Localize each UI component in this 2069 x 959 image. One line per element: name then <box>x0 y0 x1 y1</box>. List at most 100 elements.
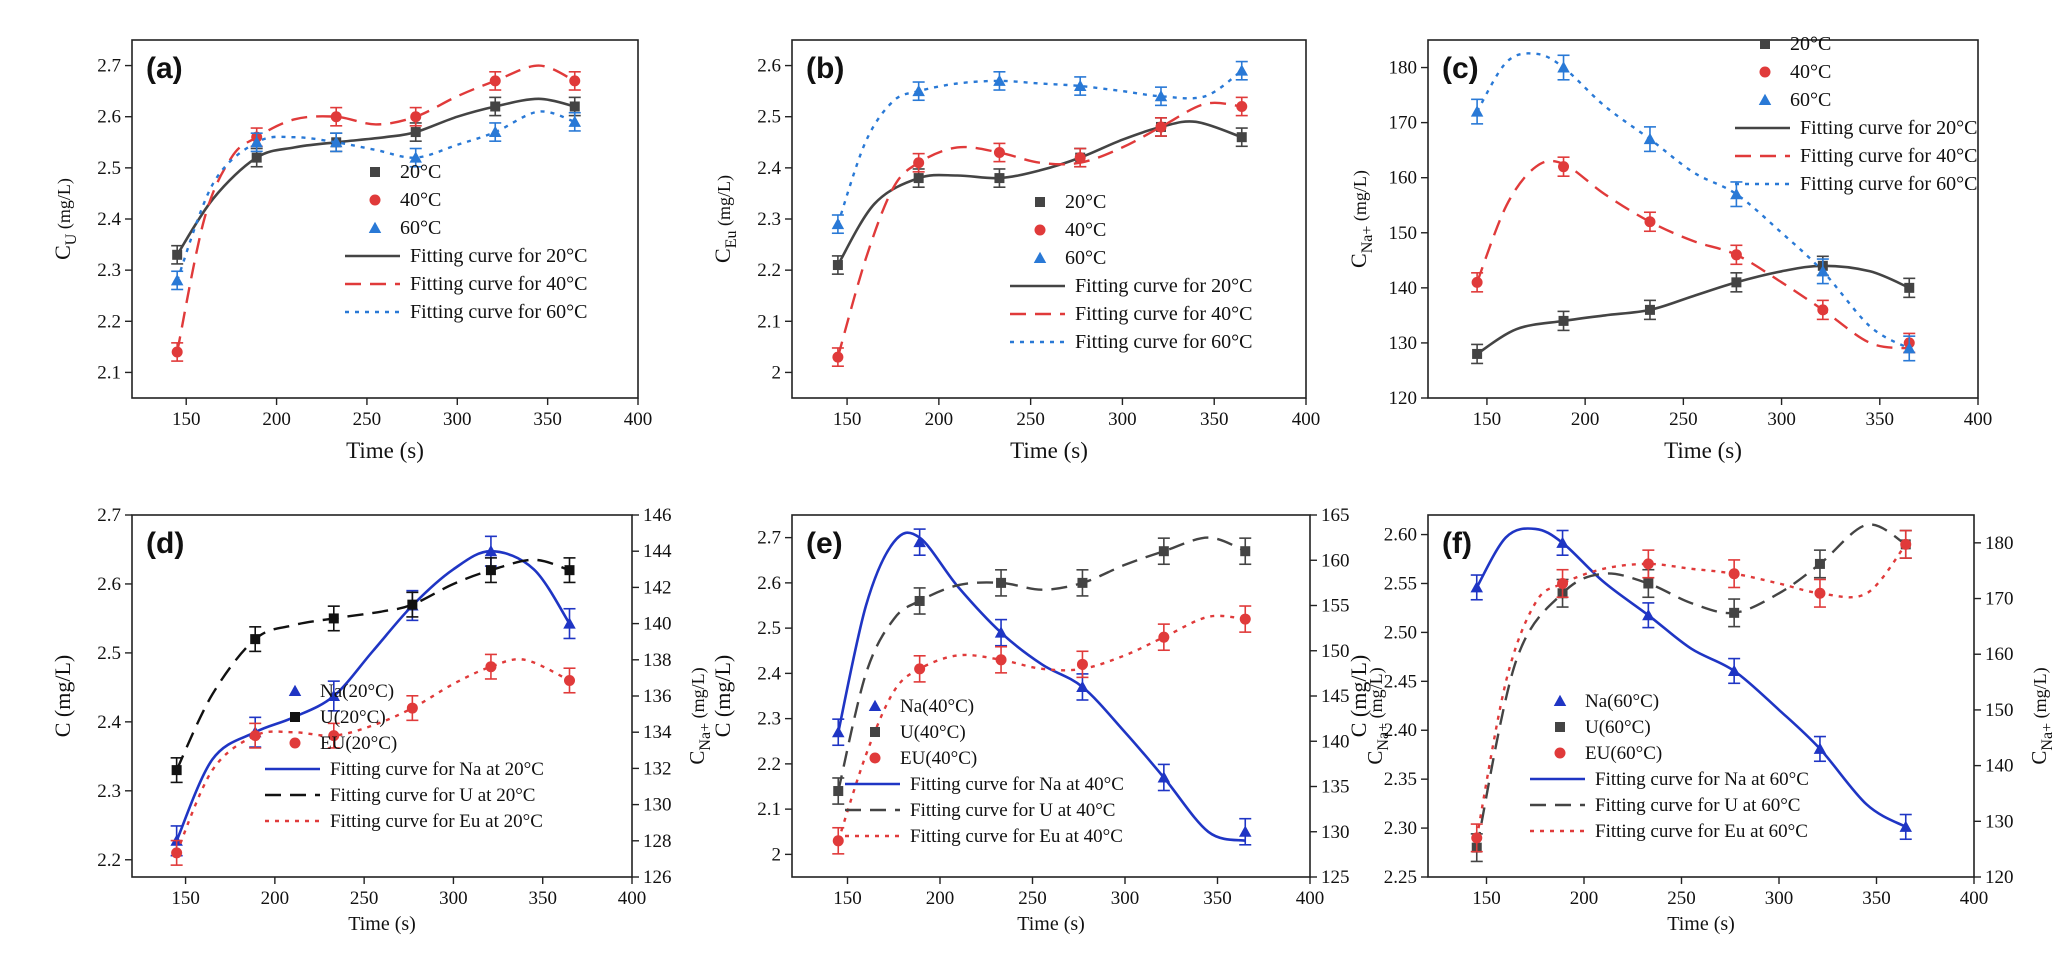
legend: 20°C 40°C 60°C Fitting curve for 20°C Fittin… <box>1735 33 1977 195</box>
legend-marker <box>1555 722 1565 732</box>
y-tick-label: 180 <box>1389 58 1418 79</box>
y-tick-label: 2.6 <box>757 56 781 77</box>
plot-frame <box>1427 514 1975 878</box>
series-1 <box>1470 527 1912 841</box>
y-axis-title: C (mg/L) <box>50 655 75 738</box>
data-point <box>328 613 339 624</box>
legend-fit-label: Fitting curve for U at 60°C <box>1595 795 1800 816</box>
y2-axis-title-sub: Na+ <box>697 723 714 751</box>
y2-tick-label: 130 <box>643 795 672 816</box>
panel-label: (f) <box>1442 527 1472 560</box>
data-point <box>1899 820 1912 832</box>
legend-marker <box>1035 197 1045 207</box>
legend-fit-label: Fitting curve for 40°C <box>1075 303 1252 325</box>
legend-fit-label: Fitting curve for Eu at 40°C <box>910 826 1123 847</box>
legend-label: Na(60°C) <box>1585 691 1659 712</box>
fit-curve <box>176 110 576 281</box>
data-point <box>1235 64 1248 76</box>
data-point <box>564 565 575 576</box>
legend-fit-label: Fitting curve for 60°C <box>410 301 587 323</box>
series-3 <box>170 110 581 291</box>
data-point <box>484 544 498 557</box>
data-point <box>1154 90 1168 102</box>
x-tick-label: 150 <box>172 409 201 430</box>
series-2 <box>1471 156 1916 354</box>
y-axis-title: C (mg/L) <box>1346 655 1371 738</box>
data-point <box>1644 216 1656 228</box>
y2-tick-label: 150 <box>1985 700 2014 721</box>
data-point <box>489 75 501 87</box>
data-point <box>1900 538 1912 550</box>
x-tick-label: 350 <box>533 409 562 430</box>
series-1 <box>1471 255 1916 365</box>
x-tick-label: 200 <box>1570 888 1599 909</box>
y2-tick-label: 155 <box>1321 596 1350 617</box>
y-axis-title-sub: Eu <box>723 231 740 249</box>
y2-tick-label: 134 <box>643 722 672 743</box>
x-tick-label: 350 <box>1862 888 1891 909</box>
data-point <box>250 136 263 148</box>
data-point <box>996 577 1007 588</box>
y2-tick-label: 142 <box>643 577 672 598</box>
fit-curve <box>1475 527 1907 829</box>
x-axis-title: Time (s) <box>348 913 416 935</box>
y-tick-label: 2.5 <box>757 107 781 128</box>
y-tick-label: 2.2 <box>97 311 121 332</box>
legend-marker <box>1758 93 1772 105</box>
series-3 <box>170 653 576 866</box>
x-axis-title: Time (s) <box>1664 438 1742 463</box>
data-point <box>1470 581 1483 593</box>
x-tick-label: 300 <box>443 409 472 430</box>
y-tick-label: 2.4 <box>97 209 121 230</box>
y2-tick-label: 126 <box>643 867 672 888</box>
y2-tick-label: 130 <box>1985 811 2014 832</box>
data-point <box>914 595 925 606</box>
y2-tick-label: 120 <box>1985 867 2014 888</box>
panel-label: (e) <box>806 527 843 560</box>
fit-curve <box>1476 52 1910 350</box>
y-tick-label: 2.4 <box>97 712 121 733</box>
y2-tick-label: 140 <box>1321 731 1350 752</box>
legend-fit-label: Fitting curve for 20°C <box>1075 275 1252 297</box>
legend-fit-label: Fitting curve for Eu at 20°C <box>330 811 543 832</box>
y2-tick-label: 130 <box>1321 822 1350 843</box>
plot-frame <box>131 39 639 399</box>
data-point <box>569 101 580 112</box>
y-tick-label: 2.7 <box>757 528 781 549</box>
legend-fit-label: Fitting curve for Na at 20°C <box>330 759 544 780</box>
y-axis-title-unit: (mg/L) <box>1350 170 1371 226</box>
x-tick-label: 250 <box>1016 409 1045 430</box>
series-1 <box>831 117 1248 275</box>
y-tick-label: 2.2 <box>97 850 121 871</box>
data-point <box>1642 558 1654 570</box>
series-3 <box>832 605 1252 855</box>
x-tick-label: 350 <box>1200 409 1229 430</box>
fit-curve <box>176 97 576 256</box>
data-point <box>1158 546 1169 557</box>
data-point <box>250 634 261 645</box>
data-point <box>832 725 845 738</box>
y2-tick-label: 170 <box>1985 589 2014 610</box>
legend: Na(20°C) U(20°C) EU(20°C) Fitting curve for… <box>265 681 544 832</box>
x-tick-label: 150 <box>171 888 200 909</box>
fit-curve <box>175 658 571 854</box>
data-point <box>406 702 418 714</box>
legend-fit-label: Fitting curve for U at 20°C <box>330 785 535 806</box>
x-axis-title: Time (s) <box>1010 438 1088 463</box>
data-point <box>1157 771 1171 783</box>
data-point <box>1727 664 1741 676</box>
data-point <box>831 217 845 230</box>
y2-tick-label: 165 <box>1321 505 1350 526</box>
series-1 <box>832 528 1252 846</box>
y2-axis-title-unit: (mg/L) <box>1366 667 1387 723</box>
data-point <box>1557 61 1570 73</box>
legend-fit-label: Fitting curve for 40°C <box>1800 145 1977 167</box>
y-tick-label: 2.30 <box>1384 818 1417 839</box>
fit-curve <box>1475 523 1907 848</box>
y2-axis-title-unit: (mg/L) <box>2030 667 2051 723</box>
legend-marker <box>288 684 302 696</box>
legend-label: U(20°C) <box>320 707 386 728</box>
data-point <box>1642 608 1655 621</box>
y-axis-title-main: C <box>710 248 735 263</box>
data-point <box>1813 742 1827 754</box>
